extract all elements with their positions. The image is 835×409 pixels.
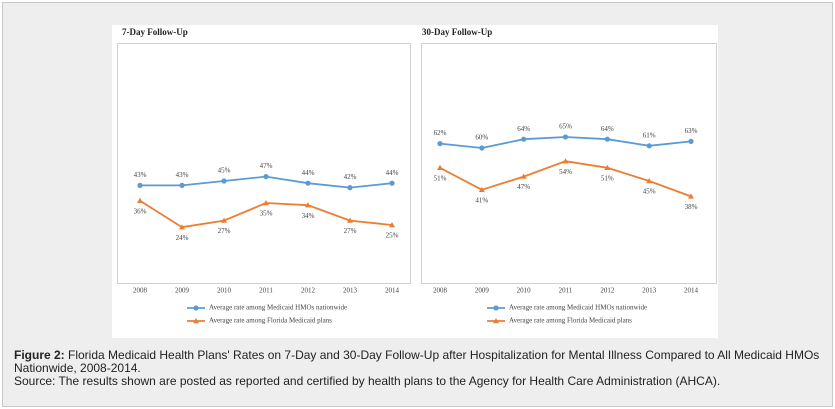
caption-text: Florida Medicaid Health Plans' Rates on …: [14, 348, 820, 375]
point: [562, 134, 569, 140]
data-label: 63%: [685, 127, 698, 135]
x-tick-label: 2012: [600, 287, 615, 295]
point: [520, 173, 527, 179]
x-tick-label: 2014: [684, 287, 699, 295]
data-label: 62%: [434, 129, 447, 137]
point: [604, 164, 611, 170]
legend-label: Average rate among Medicaid HMOs nationw…: [509, 304, 647, 312]
point: [604, 136, 610, 142]
x-tick-label: 2011: [259, 287, 273, 295]
point: [437, 164, 443, 170]
data-label: 27%: [218, 227, 231, 235]
x-tick-label: 2009: [475, 287, 490, 295]
chart-title: 30-Day Follow-Up: [422, 27, 492, 37]
data-label: 36%: [134, 207, 147, 215]
point: [179, 224, 185, 230]
data-label: 47%: [517, 183, 530, 191]
data-label: 34%: [302, 212, 315, 220]
x-tick-label: 2010: [217, 287, 232, 295]
data-label: 41%: [475, 196, 488, 204]
point: [478, 186, 485, 192]
point: [347, 217, 353, 223]
point: [562, 158, 569, 164]
data-label: 54%: [559, 168, 572, 176]
point: [688, 138, 694, 144]
legend-marker: [493, 305, 499, 311]
chart-background: [112, 25, 718, 338]
caption-source: Source: The results shown are posted as …: [14, 374, 721, 388]
x-tick-label: 2014: [385, 287, 400, 295]
legend-marker: [493, 318, 499, 324]
caption-main: Figure 2: Florida Medicaid Health Plans'…: [14, 349, 821, 375]
data-label: 43%: [176, 171, 189, 179]
data-label: 60%: [475, 134, 488, 142]
x-tick-label: 2013: [343, 287, 358, 295]
point: [437, 141, 443, 147]
data-label: 45%: [643, 188, 656, 196]
point: [179, 182, 185, 188]
legend-label: Average rate among Medicaid HMOs nationw…: [209, 304, 347, 312]
data-label: 64%: [517, 125, 530, 133]
point: [479, 145, 485, 151]
data-label: 38%: [685, 203, 698, 211]
data-label: 44%: [386, 169, 399, 177]
point: [521, 136, 527, 142]
data-label: 24%: [176, 234, 189, 242]
chart-title: 7-Day Follow-Up: [122, 27, 188, 37]
data-label: 44%: [302, 169, 315, 177]
point: [305, 202, 311, 208]
point: [137, 182, 143, 188]
point: [221, 217, 227, 223]
charts: 7-Day Follow-Up 2008 2009 2010 2011 2012 2013 2…: [112, 25, 718, 338]
plot-border: [117, 43, 411, 284]
point: [646, 178, 653, 184]
data-label: 25%: [386, 232, 399, 240]
point: [347, 185, 353, 191]
data-label: 27%: [344, 227, 357, 235]
data-label: 43%: [134, 171, 147, 179]
data-label: 51%: [601, 174, 614, 182]
x-tick-label: 2010: [517, 287, 532, 295]
x-tick-label: 2009: [175, 287, 190, 295]
x-tick-label: 2008: [133, 287, 148, 295]
data-label: 42%: [344, 173, 357, 181]
point: [389, 222, 395, 228]
data-label: 61%: [643, 131, 656, 139]
plot-border: [421, 43, 717, 284]
point: [263, 174, 269, 180]
x-tick-label: 2013: [642, 287, 657, 295]
data-label: 51%: [434, 174, 447, 182]
data-label: 35%: [260, 210, 273, 218]
data-label: 64%: [601, 125, 614, 133]
legend-label: Average rate among Florida Medicaid plan…: [509, 317, 632, 325]
point: [263, 200, 269, 206]
x-tick-label: 2012: [301, 287, 316, 295]
data-label: 65%: [559, 123, 572, 131]
data-label: 45%: [218, 167, 231, 175]
caption: Figure 2: Florida Medicaid Health Plans'…: [14, 349, 821, 388]
legend-marker: [193, 318, 199, 324]
legend-label: Average rate among Florida Medicaid plan…: [209, 317, 332, 325]
point: [646, 143, 652, 149]
point: [221, 178, 227, 184]
point: [389, 180, 395, 186]
legend-marker: [193, 305, 199, 311]
data-label: 47%: [260, 162, 273, 170]
x-tick-label: 2008: [433, 287, 448, 295]
point: [137, 197, 143, 203]
caption-label: Figure 2:: [14, 348, 65, 362]
point: [688, 193, 694, 199]
x-tick-label: 2011: [559, 287, 573, 295]
point: [305, 180, 311, 186]
